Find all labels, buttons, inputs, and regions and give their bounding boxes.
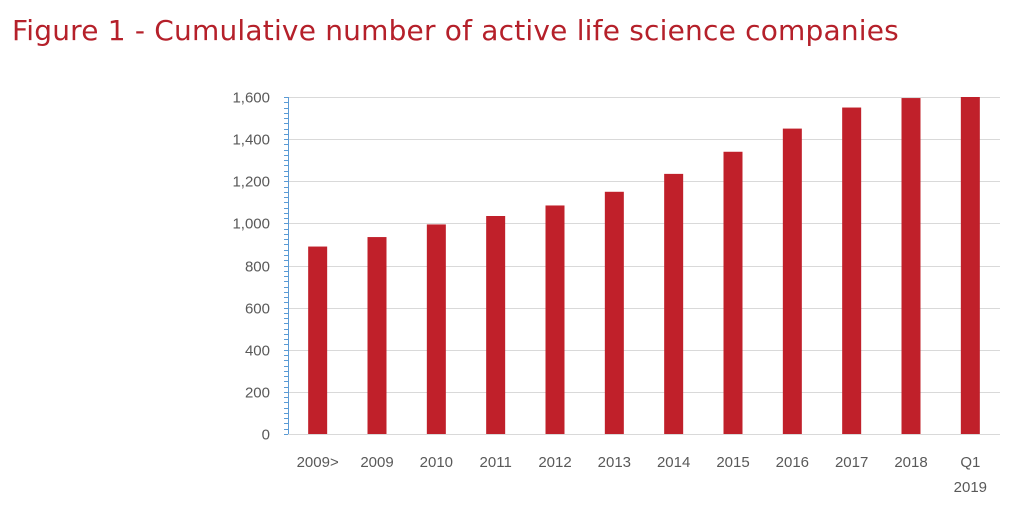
x-tick-label: 2011 [480,454,512,471]
y-tick-label: 1,000 [232,216,270,233]
y-tick-label: 0 [262,427,270,444]
x-tick-label: 2016 [776,454,809,471]
x-tick-label: 2009 [360,454,393,471]
y-tick-label: 1,200 [232,174,270,191]
y-tick-label: 200 [245,385,270,402]
bar [842,107,862,434]
x-tick-label: 2017 [835,454,868,471]
bar [664,173,684,435]
y-tick-label: 400 [245,343,270,360]
bar [308,246,328,434]
bar [486,216,506,434]
x-tick-label: 2009> [297,454,339,471]
bar [545,205,565,434]
bar [960,97,980,434]
gridlines [288,97,1000,435]
chart-title: Figure 1 - Cumulative number of active l… [12,14,899,47]
bar [901,98,921,434]
x-tick-label: 2015 [716,454,749,471]
x-tick-label: 2012 [538,454,571,471]
bar [367,237,387,434]
y-tick-label: 600 [245,301,270,318]
bar [604,191,624,434]
x-tick-label: 2018 [894,454,927,471]
x-tick-labels: 2009> 2009 2010 2011 2012 2013 2014 2015 2016 201… [297,454,987,496]
x-tick-label: 2013 [598,454,631,471]
y-tick-label: 800 [245,259,270,276]
x-tick-label: Q1 2019 [954,454,987,496]
y-axis [284,97,289,435]
bar [723,151,743,434]
bar [782,128,802,434]
y-tick-label: 1,600 [232,90,270,107]
bar [426,224,446,434]
bars [308,97,980,435]
y-tick-labels: 0 200 400 600 800 1,000 1,200 1,400 1,600 [232,90,270,444]
x-tick-label: 2014 [657,454,690,471]
y-tick-label: 1,400 [232,132,270,149]
x-tick-label: 2010 [420,454,453,471]
